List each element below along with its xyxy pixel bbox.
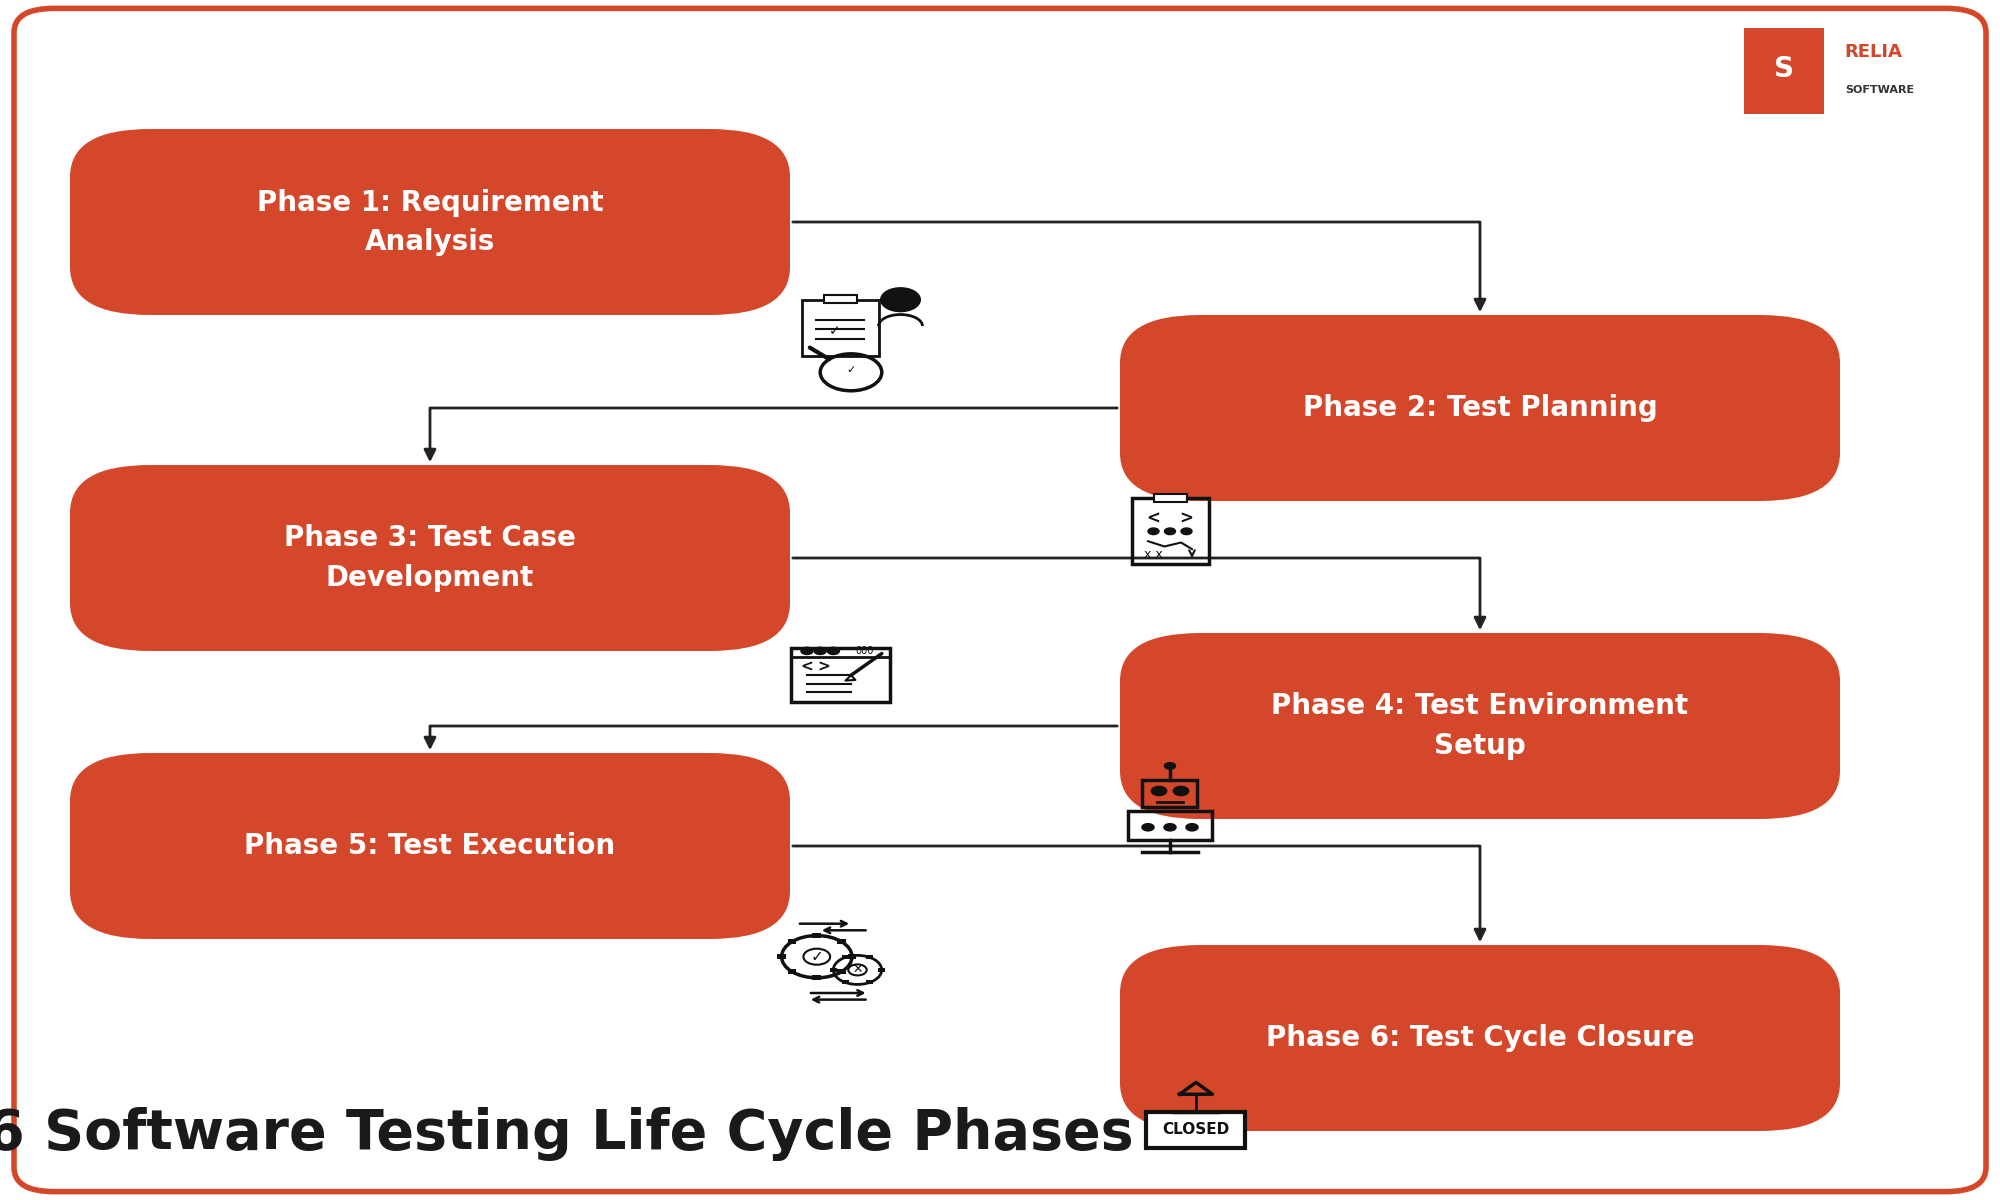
Circle shape <box>1164 528 1176 534</box>
Text: Phase 2: Test Planning: Phase 2: Test Planning <box>1302 394 1658 422</box>
Bar <box>878 968 884 972</box>
Text: <: < <box>1146 509 1160 527</box>
Text: SOFTWARE: SOFTWARE <box>1844 85 1914 95</box>
FancyBboxPatch shape <box>70 464 790 650</box>
Circle shape <box>800 647 814 654</box>
Circle shape <box>1180 528 1192 534</box>
Text: Phase 4: Test Environment
Setup: Phase 4: Test Environment Setup <box>1272 692 1688 760</box>
Bar <box>790 648 890 702</box>
Bar <box>802 300 878 355</box>
Bar <box>1154 493 1186 502</box>
Circle shape <box>1174 786 1188 796</box>
FancyBboxPatch shape <box>1120 946 1840 1130</box>
Text: x x: x x <box>1144 548 1162 560</box>
Bar <box>1132 498 1208 564</box>
Text: ✕: ✕ <box>852 964 862 977</box>
FancyBboxPatch shape <box>70 128 790 316</box>
Circle shape <box>880 288 920 312</box>
Text: >: > <box>818 659 830 674</box>
Bar <box>812 976 822 980</box>
Text: >: > <box>1180 509 1194 527</box>
Bar <box>838 968 846 974</box>
Text: ✓: ✓ <box>846 365 856 374</box>
Circle shape <box>1164 823 1176 830</box>
Bar <box>866 980 872 984</box>
Bar <box>824 295 856 304</box>
Bar <box>842 980 848 984</box>
Circle shape <box>814 647 826 654</box>
Bar <box>866 955 872 959</box>
Circle shape <box>1186 823 1198 830</box>
Circle shape <box>1164 763 1176 769</box>
Text: ✓: ✓ <box>828 324 840 337</box>
Text: ✓: ✓ <box>810 949 824 965</box>
Bar <box>830 968 836 972</box>
Bar <box>812 932 822 938</box>
Text: 000: 000 <box>856 646 874 656</box>
Bar <box>1142 780 1198 808</box>
Text: <: < <box>800 659 814 674</box>
Text: Phase 6: Test Cycle Closure: Phase 6: Test Cycle Closure <box>1266 1024 1694 1052</box>
Text: Phase 1: Requirement
Analysis: Phase 1: Requirement Analysis <box>256 188 604 256</box>
Text: Phase 3: Test Case
Development: Phase 3: Test Case Development <box>284 524 576 592</box>
Bar <box>788 968 796 974</box>
Text: S: S <box>1774 55 1794 83</box>
Bar <box>1744 28 1824 114</box>
FancyBboxPatch shape <box>14 8 1986 1192</box>
Bar <box>788 940 796 944</box>
Bar <box>848 954 856 959</box>
Text: Phase 5: Test Execution: Phase 5: Test Execution <box>244 832 616 860</box>
FancyBboxPatch shape <box>70 754 790 938</box>
Text: 6 Software Testing Life Cycle Phases: 6 Software Testing Life Cycle Phases <box>0 1106 1134 1162</box>
Bar <box>1146 1112 1246 1148</box>
Text: RELIA: RELIA <box>1844 43 1902 61</box>
Text: CLOSED: CLOSED <box>1162 1122 1230 1138</box>
Circle shape <box>1142 823 1154 830</box>
Bar <box>778 954 786 959</box>
Bar <box>1128 811 1212 840</box>
Bar <box>838 940 846 944</box>
Circle shape <box>1148 528 1160 534</box>
Circle shape <box>1152 786 1166 796</box>
FancyBboxPatch shape <box>1120 314 1840 502</box>
FancyBboxPatch shape <box>1120 634 1840 818</box>
Circle shape <box>828 647 840 654</box>
Bar <box>842 955 848 959</box>
